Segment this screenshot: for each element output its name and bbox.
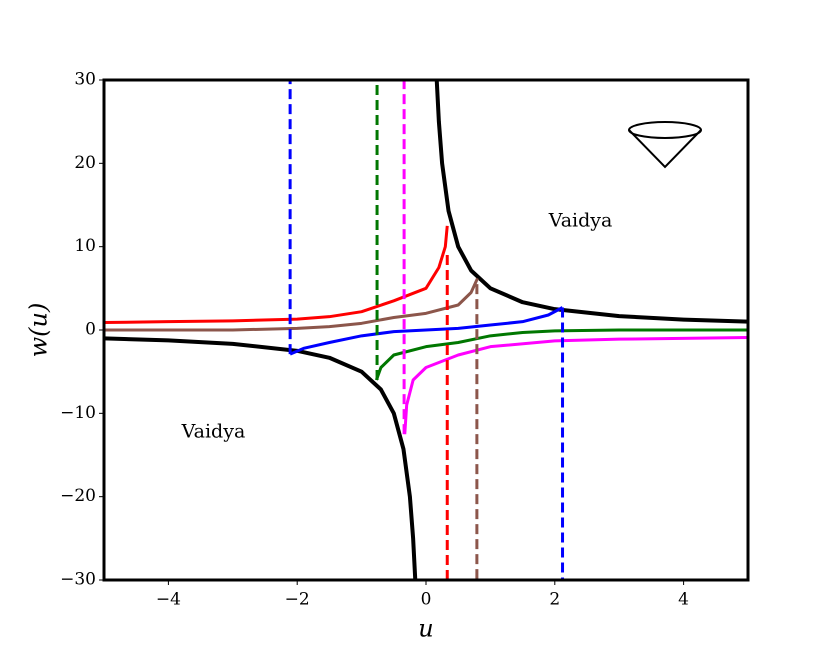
curve — [104, 80, 748, 580]
curve — [104, 225, 449, 324]
y-tick-label: −20 — [60, 486, 96, 506]
y-tick-label: 10 — [74, 236, 96, 256]
annotation: Vaidya — [181, 421, 246, 443]
y-tick-label: 20 — [74, 153, 96, 173]
x-tick-label: −2 — [285, 590, 310, 610]
curve — [403, 336, 748, 435]
curve — [104, 277, 479, 332]
plot-area — [104, 80, 748, 580]
x-tick-label: 0 — [421, 590, 432, 610]
y-tick-label: −30 — [60, 570, 96, 590]
x-tick-label: 4 — [678, 590, 689, 610]
y-tick-label: 0 — [85, 320, 96, 340]
y-tick-label: −10 — [60, 403, 96, 423]
x-tick-label: 2 — [549, 590, 560, 610]
annotation: Vaidya — [548, 210, 613, 232]
x-tick-label: −4 — [156, 590, 181, 610]
curve — [374, 328, 748, 381]
y-axis-label: w(u) — [25, 303, 53, 358]
curve — [289, 306, 564, 356]
cone-icon — [628, 121, 702, 169]
x-axis-label: u — [418, 615, 433, 643]
y-tick-label: 30 — [74, 70, 96, 90]
